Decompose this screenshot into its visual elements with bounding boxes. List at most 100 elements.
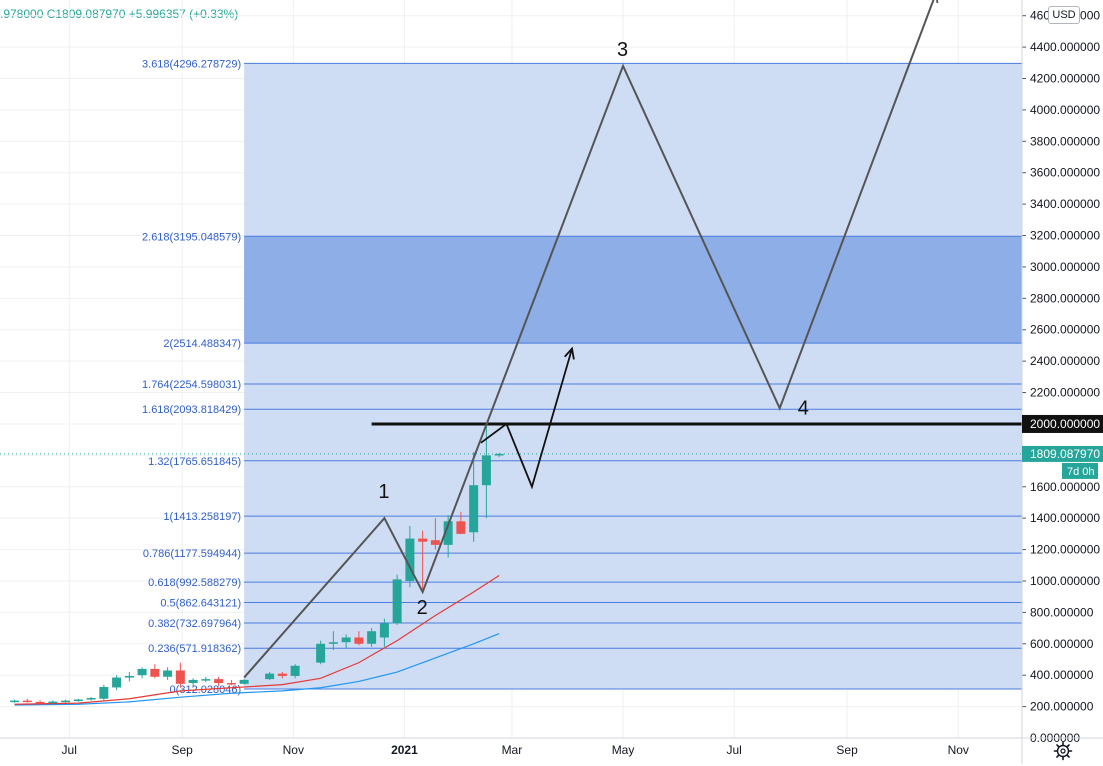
x-tick-label: Sep [836,743,858,757]
candle-body [124,675,134,678]
candle-body [290,665,300,676]
candle-body [354,637,364,644]
y-tick-label: 1600.000000 [1030,480,1100,494]
ma-fast-line [14,574,500,705]
y-tick-label: 1400.000000 [1030,511,1100,525]
last-price-badge: 1809.087970 [1030,447,1100,461]
candle-body [61,700,71,703]
y-tick-label: 3000.000000 [1030,260,1100,274]
candle-body [226,683,236,685]
x-tick-label: Mar [502,743,523,757]
x-tick-label: Sep [171,743,193,757]
y-tick-label: 3800.000000 [1030,134,1100,148]
level-price-badge-bg [1022,414,1103,433]
candle-body [86,697,96,700]
y-tick-label: 2400.000000 [1030,354,1100,368]
candle-body [392,579,402,624]
currency-badge[interactable]: USD [1048,6,1080,24]
ohlc-readout: .978000 C1809.087970 +5.996357 (+0.33%) [0,7,239,21]
fib-level-label: 0.5(862.643121) [160,598,241,610]
wave-label: 3 [617,39,628,61]
fib-level-label: 3.618(4296.278729) [142,58,241,70]
fib-level-label: 0.236(571.918362) [148,643,241,655]
x-tick-label: 2021 [391,743,418,757]
x-tick-label: Nov [283,743,304,757]
ma-slow-line [14,633,500,706]
fib-level-label: 0.786(1177.594944) [143,548,241,560]
fibonacci-extension: 0(312.028046) 0.236(571.918362) 0.382(732.… [142,58,1022,696]
fib-fill-area [244,63,1022,690]
candle-body [443,521,453,545]
fib-level-label: 1.618(2093.818429) [142,404,241,416]
y-tick-label: 2200.000000 [1030,386,1100,400]
fib-level-label: 2.618(3195.048579) [142,231,241,243]
x-tick-label: Nov [948,743,969,757]
y-tick-label: 4200.000000 [1030,72,1100,86]
x-tick-label: Jul [726,743,741,757]
countdown-badge: 7d 0h [1067,466,1095,478]
y-tick-label: 2800.000000 [1030,291,1100,305]
candle-body [73,699,83,702]
candle-body [163,670,173,677]
fib-level-label: 2(2514.488347) [163,338,241,350]
y-tick-label: 1000.000000 [1030,574,1100,588]
candle-body [430,540,440,545]
candle-body [367,631,377,644]
gear-icon[interactable] [1052,741,1074,761]
fib-level-label: 0.382(732.697964) [148,618,241,630]
elliott-wave-drawing: 1 2 3 4 [243,0,1022,679]
candle-body [265,673,275,680]
y-tick-label: 200.000000 [1030,700,1094,714]
candle-body [150,668,160,677]
wave-label: 4 [798,397,809,419]
alt-arrow-head [564,346,575,360]
fib-level-label: 1.764(2254.598031) [142,379,241,391]
candle-body [10,700,20,703]
candle-body [137,668,147,676]
fib-level-label: 1.32(1765.651845) [148,456,241,468]
y-tick-label: 3400.000000 [1030,197,1100,211]
candle-body [316,643,326,663]
fib-level-label: 0(312.028046) [170,684,242,696]
alt-path [480,348,573,490]
moving-averages [14,574,500,706]
candle-body [456,521,466,534]
candle-body [175,670,185,684]
candle-body [48,701,58,704]
candle-body [188,679,198,684]
candle-body [22,700,32,703]
y-tick-label: 3600.000000 [1030,166,1100,180]
candle-body [201,679,211,681]
candle-body [277,673,287,676]
y-tick-label: 4000.000000 [1030,103,1100,117]
wave-label: 2 [417,597,428,619]
candle-body [35,701,45,704]
candle-body [112,677,122,688]
candle-body [469,485,479,533]
candlesticks [0,423,1022,704]
y-tick-label: 800.000000 [1030,605,1094,619]
y-tick-label: 600.000000 [1030,637,1094,651]
fib-level-label: 0.618(992.588279) [148,577,241,589]
y-tick-label: 3200.000000 [1030,229,1100,243]
candle-body [405,538,415,581]
candle-body [341,637,351,643]
x-tick-label: Jul [62,743,77,757]
candle-body [99,686,109,699]
y-tick-label: 1200.000000 [1030,543,1100,557]
candle-body [328,642,338,644]
candle-body [481,455,491,486]
countdown-badge-bg [1062,462,1098,479]
last-price-badge-bg [1022,445,1103,462]
x-tick-label: May [612,743,635,757]
y-tick-label: 2600.000000 [1030,323,1100,337]
candle-body [379,623,389,638]
y-tick-label: 4400.000000 [1030,40,1100,54]
candle-body [214,679,224,684]
fib-level-label: 1(1413.258197) [163,511,241,523]
candle-body [494,453,504,456]
fib-highlight-zone [244,236,1022,344]
